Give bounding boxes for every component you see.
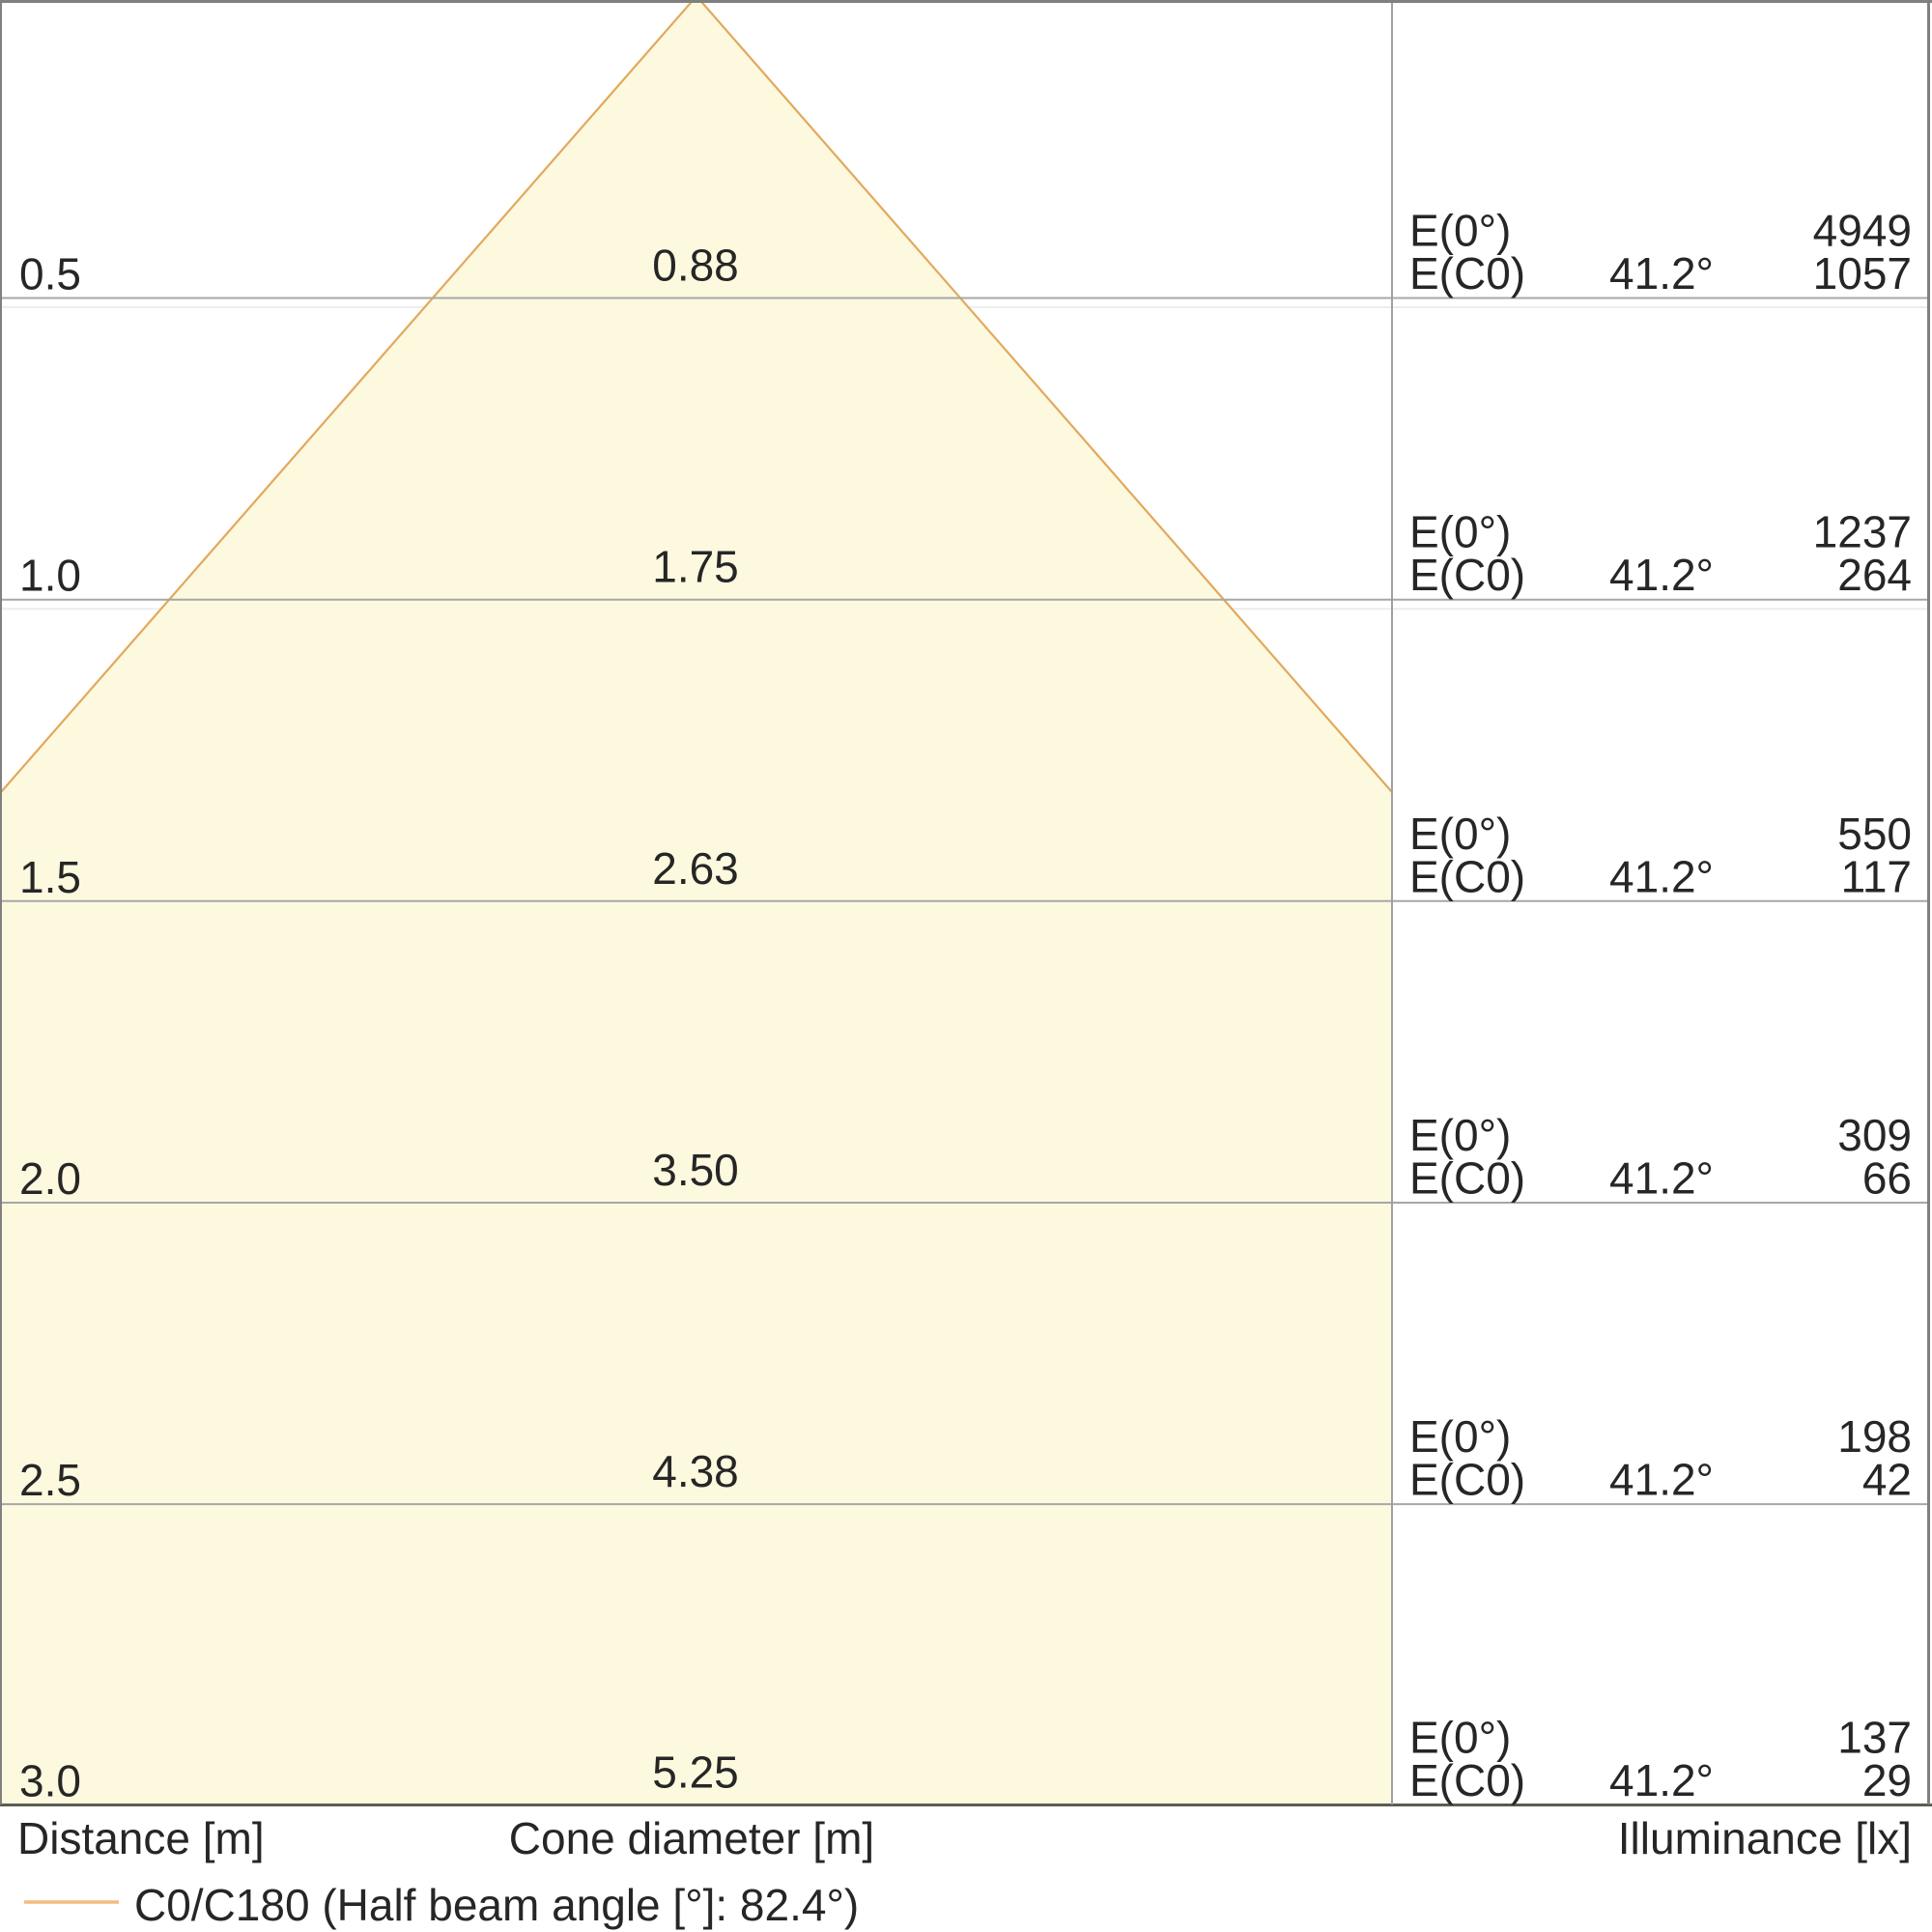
svg-text:117: 117 [1841, 851, 1912, 901]
svg-text:E(0°): E(0°) [1409, 507, 1511, 557]
svg-text:Illuminance [lx]: Illuminance [lx] [1618, 1813, 1912, 1863]
svg-text:2.63: 2.63 [652, 843, 739, 894]
svg-text:2.0: 2.0 [19, 1153, 81, 1204]
svg-text:E(0°): E(0°) [1409, 206, 1511, 256]
svg-text:1.75: 1.75 [652, 542, 739, 592]
svg-text:2.5: 2.5 [19, 1455, 81, 1505]
svg-text:3.0: 3.0 [19, 1756, 81, 1806]
svg-text:E(0°): E(0°) [1409, 1110, 1511, 1160]
svg-text:42: 42 [1862, 1455, 1912, 1505]
svg-text:41.2°: 41.2° [1609, 1153, 1714, 1204]
svg-text:E(0°): E(0°) [1409, 1713, 1511, 1763]
svg-text:198: 198 [1837, 1411, 1912, 1462]
svg-text:E(C0): E(C0) [1409, 851, 1525, 901]
svg-text:137: 137 [1837, 1713, 1912, 1763]
svg-text:1.0: 1.0 [19, 551, 81, 601]
svg-text:Distance [m]: Distance [m] [17, 1813, 265, 1863]
svg-text:41.2°: 41.2° [1609, 851, 1714, 901]
svg-text:Cone diameter [m]: Cone diameter [m] [509, 1813, 874, 1863]
svg-text:C0/C180 (Half beam angle [°]:: C0/C180 (Half beam angle [°]: 82.4°) [134, 1880, 859, 1930]
svg-text:264: 264 [1837, 550, 1912, 600]
svg-text:E(C0): E(C0) [1409, 1755, 1525, 1805]
svg-text:E(C0): E(C0) [1409, 550, 1525, 600]
svg-text:66: 66 [1862, 1153, 1912, 1204]
svg-text:E(C0): E(C0) [1409, 248, 1525, 298]
svg-text:41.2°: 41.2° [1609, 1455, 1714, 1505]
svg-text:41.2°: 41.2° [1609, 550, 1714, 600]
svg-text:3.50: 3.50 [652, 1145, 739, 1195]
svg-text:4.38: 4.38 [652, 1446, 739, 1496]
svg-text:41.2°: 41.2° [1609, 1755, 1714, 1805]
svg-text:E(0°): E(0°) [1409, 1411, 1511, 1462]
svg-text:0.5: 0.5 [19, 249, 81, 299]
svg-text:E(0°): E(0°) [1409, 809, 1511, 859]
svg-text:309: 309 [1837, 1110, 1912, 1160]
svg-text:41.2°: 41.2° [1609, 248, 1714, 298]
svg-text:5.25: 5.25 [652, 1747, 739, 1798]
svg-text:4949: 4949 [1813, 206, 1912, 256]
svg-text:E(C0): E(C0) [1409, 1153, 1525, 1204]
svg-text:1237: 1237 [1813, 507, 1912, 557]
svg-text:29: 29 [1862, 1755, 1912, 1805]
svg-text:1057: 1057 [1813, 248, 1912, 298]
svg-text:1.5: 1.5 [19, 852, 81, 902]
svg-text:E(C0): E(C0) [1409, 1455, 1525, 1505]
svg-text:0.88: 0.88 [652, 241, 739, 291]
svg-text:550: 550 [1837, 809, 1912, 859]
